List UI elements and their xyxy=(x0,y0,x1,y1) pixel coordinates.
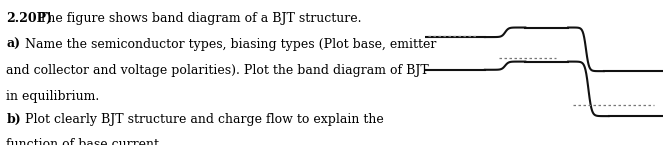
Text: a): a) xyxy=(6,38,21,51)
Text: Plot clearly BJT structure and charge flow to explain the: Plot clearly BJT structure and charge fl… xyxy=(25,113,384,126)
Text: and collector and voltage polarities). Plot the band diagram of BJT: and collector and voltage polarities). P… xyxy=(6,64,429,77)
Text: function of base current.: function of base current. xyxy=(6,138,163,145)
Text: b): b) xyxy=(6,113,21,126)
Text: in equilibrium.: in equilibrium. xyxy=(6,90,100,103)
Text: Name the semiconductor types, biasing types (Plot base, emitter: Name the semiconductor types, biasing ty… xyxy=(25,38,437,51)
Text: The figure shows band diagram of a BJT structure.: The figure shows band diagram of a BJT s… xyxy=(40,12,362,25)
Text: 2.20P): 2.20P) xyxy=(6,12,52,25)
